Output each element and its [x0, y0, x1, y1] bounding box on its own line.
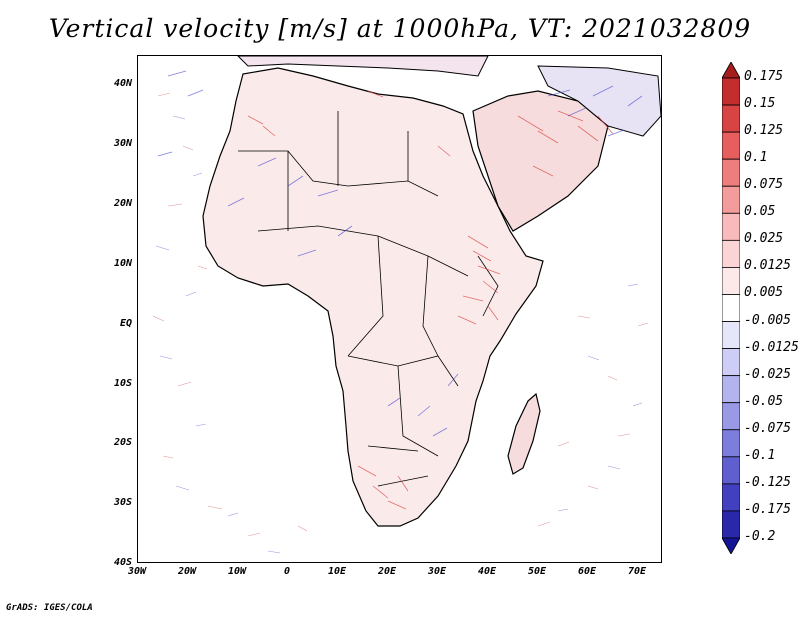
- colorbar-label: 0.175: [744, 69, 784, 84]
- lon-label-40e: 40E: [477, 566, 497, 577]
- colorbar-swatch: [722, 185, 740, 214]
- map-panel: [137, 55, 662, 563]
- colorbar-swatch: [722, 212, 740, 241]
- colorbar-swatch: [722, 239, 740, 268]
- colorbar-label: -0.05: [744, 393, 784, 409]
- lon-label-20w: 20W: [177, 566, 197, 577]
- colorbar-label: 0.025: [744, 231, 784, 247]
- colorbar-swatch: [722, 483, 740, 512]
- colorbar-label: -0.175: [744, 501, 791, 517]
- colorbar-label: -0.005: [744, 312, 791, 328]
- colorbar-label: 0.05: [744, 204, 776, 220]
- colorbar-label: 0.075: [744, 177, 784, 193]
- lon-label-70e: 70E: [627, 566, 647, 577]
- lat-label-10s: 10S: [113, 378, 132, 389]
- lat-label-40n: 40N: [113, 78, 132, 89]
- arabia-land: [472, 90, 609, 232]
- colorbar-label: 0.125: [744, 123, 784, 139]
- colorbar-swatch: [722, 321, 740, 349]
- lon-label-10e: 10E: [327, 566, 347, 577]
- lon-label-30w: 30W: [127, 566, 147, 577]
- colorbar-swatch: [722, 510, 740, 539]
- madagascar-land: [507, 392, 541, 475]
- map-title: Vertical velocity [m/s] at 1000hPa, VT: …: [48, 14, 752, 43]
- colorbar-label: 0.0125: [744, 258, 791, 274]
- colorbar-swatch: [722, 131, 740, 160]
- colorbar-label: 0.005: [744, 285, 784, 301]
- lon-label-0: 0: [283, 566, 291, 577]
- lon-label-10w: 10W: [227, 566, 247, 577]
- colorbar-swatch: [722, 294, 740, 322]
- colorbar-label: -0.025: [744, 366, 791, 382]
- lat-label-30s: 30S: [113, 497, 132, 508]
- colorbar: [722, 62, 740, 554]
- lat-label-30n: 30N: [113, 138, 132, 149]
- colorbar-label: 0.1: [744, 150, 768, 166]
- colorbar-swatch: [722, 158, 740, 187]
- lat-label-10n: 10N: [113, 258, 132, 269]
- colorbar-label: -0.2: [744, 529, 776, 544]
- colorbar-label: -0.0125: [744, 339, 799, 355]
- colorbar-swatch: [722, 267, 740, 295]
- colorbar-swatch: [722, 537, 740, 554]
- colorbar-label: 0.15: [744, 96, 776, 112]
- colorbar-swatch: [722, 456, 740, 485]
- lat-label-20s: 20S: [113, 437, 132, 448]
- lon-label-50e: 50E: [527, 566, 547, 577]
- colorbar-label: -0.1: [744, 447, 776, 463]
- lat-label-40s: 40S: [113, 557, 132, 568]
- grads-credit: GrADS: IGES/COLA: [6, 603, 93, 613]
- colorbar-swatch: [722, 429, 740, 458]
- colorbar-swatch: [722, 402, 740, 431]
- colorbar-swatch: [722, 104, 740, 133]
- colorbar-swatch: [722, 62, 740, 79]
- colorbar-label: -0.075: [744, 420, 791, 436]
- colorbar-swatch: [722, 77, 740, 106]
- colorbar-swatch: [722, 375, 740, 404]
- colorbar-swatch: [722, 348, 740, 377]
- lon-label-20e: 20E: [377, 566, 397, 577]
- lat-label-20n: 20N: [113, 198, 132, 209]
- lon-label-30e: 30E: [427, 566, 447, 577]
- africa-map: [152, 56, 661, 554]
- colorbar-label: -0.125: [744, 474, 791, 490]
- lon-label-60e: 60E: [577, 566, 597, 577]
- lat-label-eq: EQ: [119, 318, 132, 329]
